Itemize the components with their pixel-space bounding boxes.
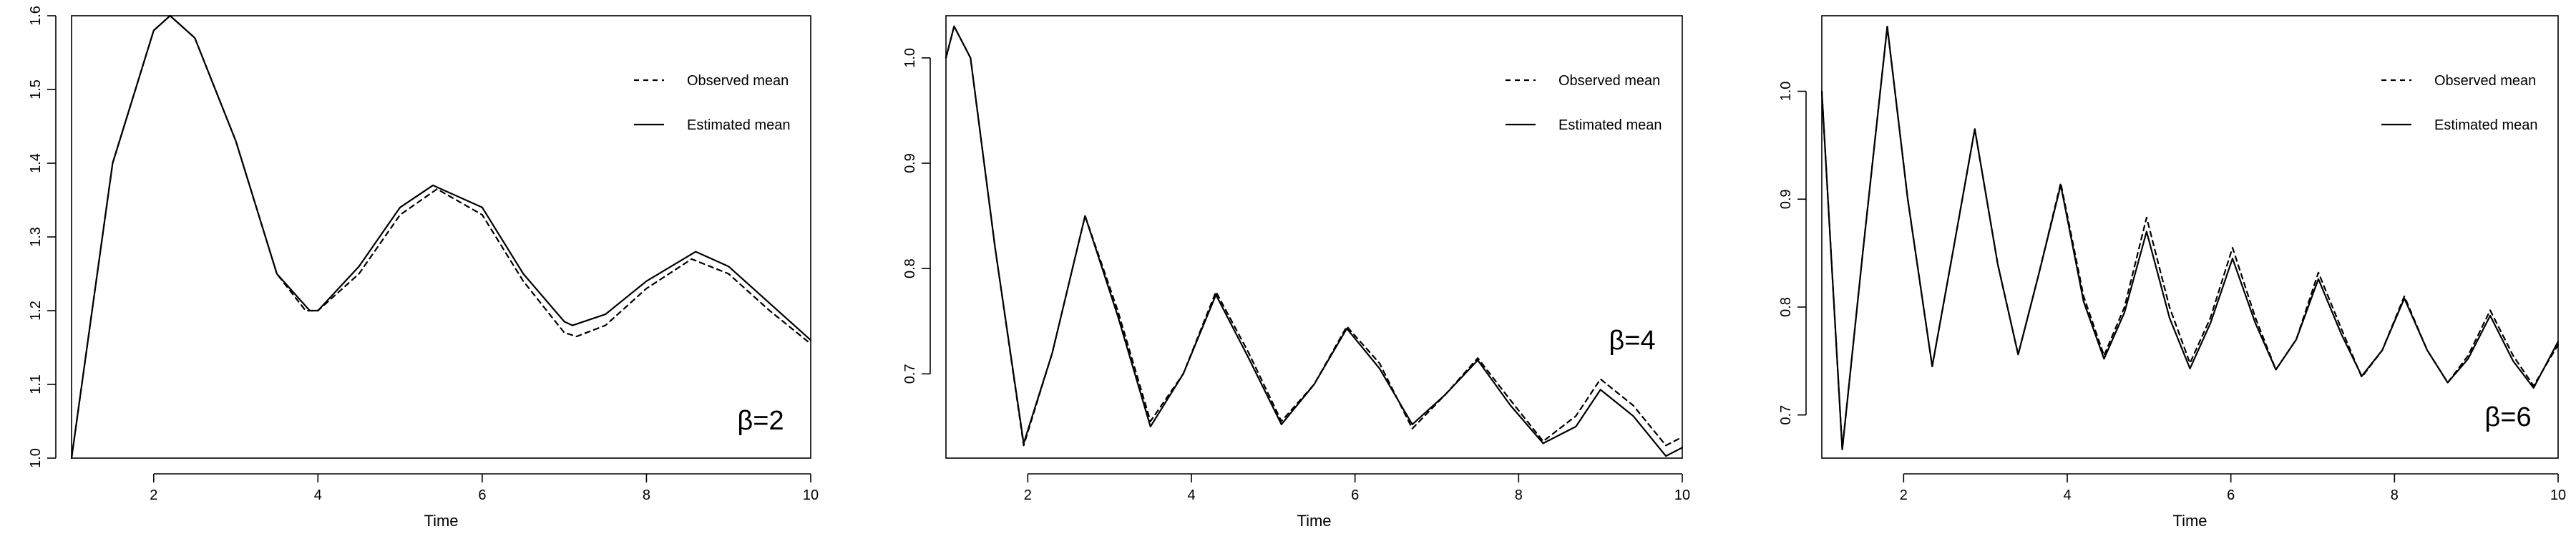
series-estimated-mean-line (70, 14, 812, 460)
x-axis-label: Time (424, 512, 458, 530)
beta-annotation: β=4 (1609, 326, 1655, 356)
y-tick-label: 1.4 (28, 153, 44, 173)
x-axis-label: Time (2172, 512, 2207, 530)
y-tick-label: 1.3 (28, 227, 44, 247)
y-tick-label: 1.0 (28, 448, 44, 468)
y-tick-label: 1.2 (28, 301, 44, 321)
x-tick-label: 2 (150, 487, 157, 503)
legend-entry-label: Observed mean (2434, 73, 2536, 89)
series-observed-mean-line (945, 25, 1684, 447)
plot-frame (1821, 15, 2559, 459)
y-tick-label: 1.0 (1778, 82, 1794, 102)
y-tick-label: 0.8 (1778, 297, 1794, 317)
x-axis-label: Time (1297, 512, 1331, 530)
y-tick-label: 0.7 (902, 364, 918, 384)
x-tick-label: 2 (1024, 487, 1032, 503)
x-tick-label: 8 (643, 487, 650, 503)
chart-panel-beta-4: 2 4 6 8 10 0.7 0.8 0.9 1.0 Time Observed mean Estim… (902, 15, 1690, 530)
x-tick-label: 6 (1351, 487, 1359, 503)
x-tick-label: 4 (2063, 487, 2071, 503)
legend-entry-label: Observed mean (687, 73, 789, 89)
x-tick-label: 10 (803, 487, 819, 503)
chart-panel-beta-2: 2 4 6 8 10 1.0 1.1 1.2 1.3 1.4 1.5 1.6 Time Observed … (28, 6, 819, 530)
legend-entry-label: Observed mean (1558, 73, 1660, 89)
x-tick-label: 6 (2227, 487, 2235, 503)
legend-entry-label: Estimated mean (2434, 117, 2538, 133)
y-tick-label: 0.9 (902, 153, 918, 173)
x-tick-label: 8 (2391, 487, 2399, 503)
x-tick-label: 8 (1515, 487, 1523, 503)
y-tick-label: 1.6 (28, 6, 44, 26)
legend-entry-label: Estimated mean (1558, 117, 1662, 133)
plot-frame (945, 15, 1683, 459)
y-tick-label: 0.9 (1778, 189, 1794, 209)
chart-panel-beta-6: 2 4 6 8 10 0.7 0.8 0.9 1.0 Time Observed mean Estim… (1778, 15, 2566, 530)
series-estimated-mean-line (1820, 26, 2560, 450)
legend-entry-label: Estimated mean (687, 117, 791, 133)
y-tick-label: 1.0 (902, 48, 918, 68)
y-tick-label: 1.5 (28, 79, 44, 99)
plot-frame (71, 15, 811, 459)
x-tick-label: 6 (478, 487, 486, 503)
y-tick-label: 0.8 (902, 258, 918, 278)
x-tick-label: 2 (1900, 487, 1908, 503)
series-observed-mean-line (1820, 26, 2560, 450)
beta-annotation: β=2 (737, 406, 784, 436)
x-tick-label: 4 (1187, 487, 1195, 503)
y-tick-label: 0.7 (1778, 405, 1794, 425)
beta-annotation: β=6 (2484, 402, 2531, 432)
x-tick-label: 4 (314, 487, 322, 503)
y-tick-label: 1.1 (28, 374, 44, 394)
x-tick-label: 10 (2550, 487, 2566, 503)
series-estimated-mean-line (945, 25, 1684, 457)
x-tick-label: 10 (1674, 487, 1690, 503)
